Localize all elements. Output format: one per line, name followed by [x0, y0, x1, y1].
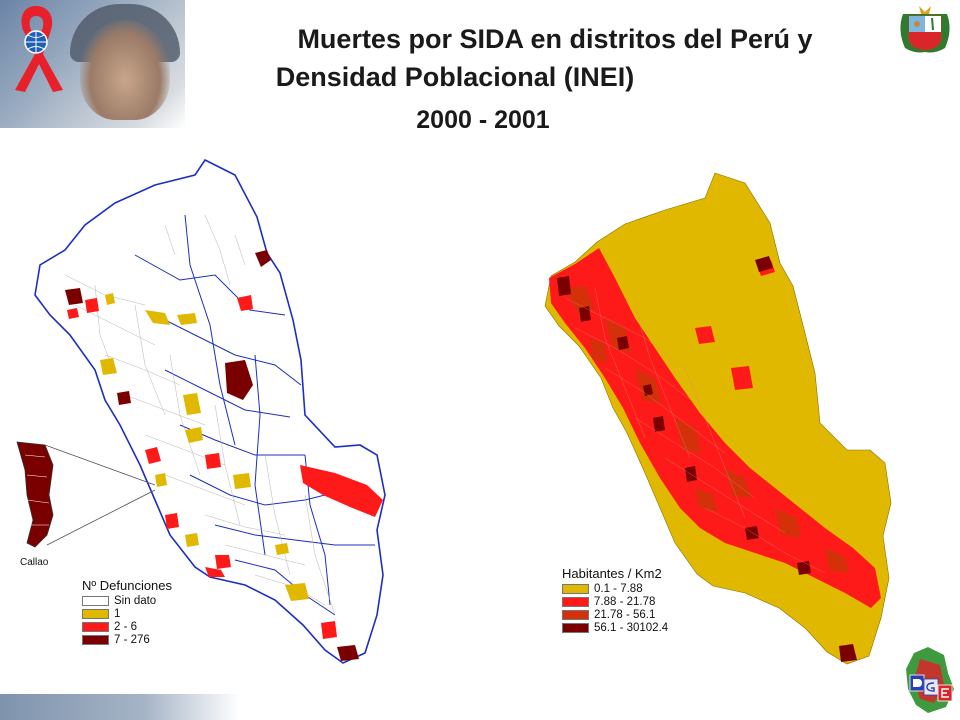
- legend-density: Habitantes / Km2 0.1 - 7.88 7.88 - 21.78…: [562, 566, 668, 634]
- legend-swatch: [82, 634, 109, 645]
- legend-label: 7 - 276: [114, 633, 150, 646]
- bottom-decor-band: [0, 694, 240, 720]
- title-line-1: Muertes por SIDA en distritos del Perú y: [297, 24, 813, 54]
- legend-density-item: 0.1 - 7.88: [562, 582, 668, 595]
- legend-label: Sin dato: [114, 594, 157, 607]
- legend-density-item: 56.1 - 30102.4: [562, 621, 668, 634]
- peru-coat-of-arms-icon: [900, 6, 950, 53]
- legend-deaths: Nº Defunciones Sin dato 1 2 - 6 7 - 276: [82, 578, 172, 646]
- legend-deaths-item: 2 - 6: [82, 620, 172, 633]
- legend-swatch: [82, 608, 109, 619]
- legend-density-item: 21.78 - 56.1: [562, 608, 668, 621]
- legend-swatch: [562, 583, 589, 594]
- legend-label: 7.88 - 21.78: [594, 595, 656, 608]
- legend-label: 0.1 - 7.88: [594, 582, 643, 595]
- title-line-2: Densidad Poblacional (INEI): [275, 62, 635, 92]
- legend-deaths-item: 7 - 276: [82, 633, 172, 646]
- legend-swatch: [82, 621, 109, 632]
- title-years: 2000 - 2001: [416, 106, 550, 134]
- legend-label: 21.78 - 56.1: [594, 608, 656, 621]
- legend-label: 1: [114, 607, 121, 620]
- header-photo: [0, 0, 185, 128]
- legend-deaths-title: Nº Defunciones: [82, 578, 173, 593]
- legend-deaths-item: 1: [82, 607, 172, 620]
- legend-density-title: Habitantes / Km2: [562, 566, 662, 581]
- legend-density-item: 7.88 - 21.78: [562, 595, 668, 608]
- legend-swatch: [562, 596, 589, 607]
- peru-outline-left: [34, 158, 386, 664]
- aids-ribbon-icon: [15, 6, 63, 92]
- population-density-map: [544, 172, 892, 665]
- legend-label: 2 - 6: [114, 620, 138, 633]
- callao-inset: [16, 441, 54, 548]
- dge-logo-icon: [906, 647, 954, 713]
- legend-swatch: [562, 622, 589, 633]
- legend-swatch: [82, 595, 109, 606]
- photo-face: [80, 20, 170, 120]
- aids-deaths-map: [16, 158, 386, 664]
- callao-label: Callao: [20, 557, 49, 568]
- legend-label: 56.1 - 30102.4: [594, 621, 669, 634]
- legend-swatch: [562, 609, 589, 620]
- legend-deaths-item: Sin dato: [82, 594, 172, 607]
